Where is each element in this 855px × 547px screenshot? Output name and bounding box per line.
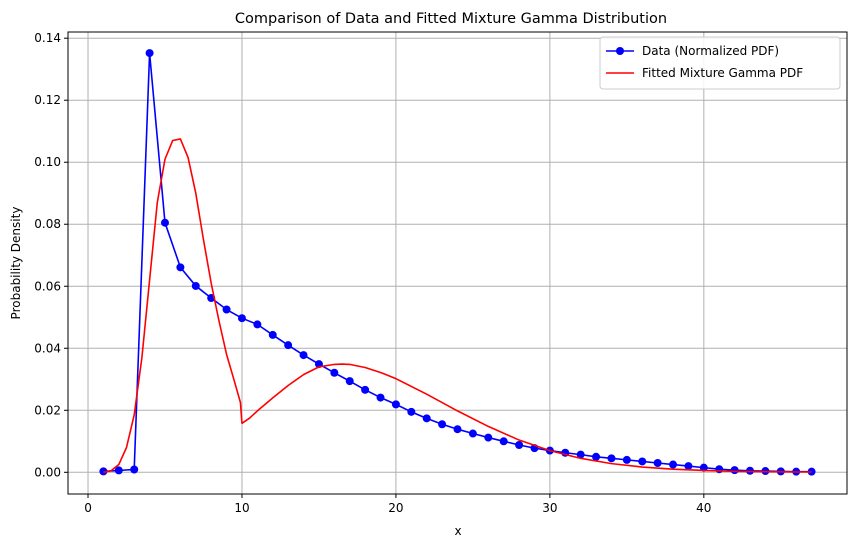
data-point bbox=[114, 466, 123, 475]
y-axis-label: Probability Density bbox=[9, 207, 23, 320]
data-point bbox=[222, 305, 231, 314]
data-point bbox=[638, 457, 647, 466]
data-point bbox=[515, 441, 524, 450]
data-point bbox=[99, 467, 108, 476]
y-tick-label: 0.14 bbox=[34, 31, 61, 45]
data-point bbox=[361, 385, 370, 394]
data-point bbox=[407, 407, 416, 416]
x-tick-label: 40 bbox=[696, 501, 711, 515]
chart-title: Comparison of Data and Fitted Mixture Ga… bbox=[235, 11, 667, 27]
data-point bbox=[422, 414, 431, 423]
data-point bbox=[176, 263, 185, 272]
legend-label-1: Fitted Mixture Gamma PDF bbox=[642, 66, 803, 80]
y-tick-label: 0.00 bbox=[34, 465, 61, 479]
data-point bbox=[145, 49, 154, 58]
data-point bbox=[484, 433, 493, 442]
y-tick-label: 0.02 bbox=[34, 403, 61, 417]
legend-label-0: Data (Normalized PDF) bbox=[642, 44, 779, 58]
data-point bbox=[391, 400, 400, 409]
data-point bbox=[299, 351, 308, 360]
y-tick-label: 0.08 bbox=[34, 217, 61, 231]
x-tick-label: 10 bbox=[234, 501, 249, 515]
x-axis-label: x bbox=[454, 524, 461, 538]
data-point bbox=[253, 320, 262, 329]
data-point bbox=[607, 454, 616, 463]
series-layer bbox=[99, 49, 816, 476]
legend: Data (Normalized PDF) Fitted Mixture Gamm… bbox=[599, 36, 841, 90]
data-point bbox=[284, 341, 293, 350]
data-point bbox=[438, 420, 447, 429]
x-tick-label: 0 bbox=[84, 501, 92, 515]
legend-marker-0 bbox=[616, 47, 624, 55]
data-point bbox=[669, 460, 678, 469]
data-point bbox=[468, 429, 477, 438]
y-tick-label: 0.12 bbox=[34, 93, 61, 107]
data-point bbox=[160, 218, 169, 227]
data-point bbox=[653, 458, 662, 467]
plot-frame bbox=[67, 31, 848, 495]
series-line-1 bbox=[103, 138, 812, 474]
data-point bbox=[453, 425, 462, 434]
data-point bbox=[376, 393, 385, 402]
data-point bbox=[345, 377, 354, 386]
data-point bbox=[807, 467, 816, 476]
data-point bbox=[715, 465, 724, 474]
y-tick-label: 0.04 bbox=[34, 341, 61, 355]
data-point bbox=[499, 437, 508, 446]
data-point bbox=[576, 450, 585, 459]
data-point bbox=[237, 314, 246, 323]
data-point bbox=[592, 452, 601, 461]
data-point bbox=[130, 465, 139, 474]
y-tick-label: 0.10 bbox=[34, 155, 61, 169]
x-tick-label: 20 bbox=[388, 501, 403, 515]
data-point bbox=[191, 281, 200, 290]
y-tick-label: 0.06 bbox=[34, 279, 61, 293]
data-point bbox=[684, 462, 693, 471]
data-point bbox=[330, 368, 339, 377]
x-tick-label: 30 bbox=[542, 501, 557, 515]
legend-box bbox=[599, 36, 841, 90]
data-point bbox=[622, 455, 631, 464]
ticks: 0 10 20 30 40 0.00 0.02 0.04 0.06 0.08 0.10 0.12 0.1… bbox=[34, 31, 711, 515]
data-point bbox=[730, 466, 739, 475]
data-point bbox=[268, 330, 277, 339]
